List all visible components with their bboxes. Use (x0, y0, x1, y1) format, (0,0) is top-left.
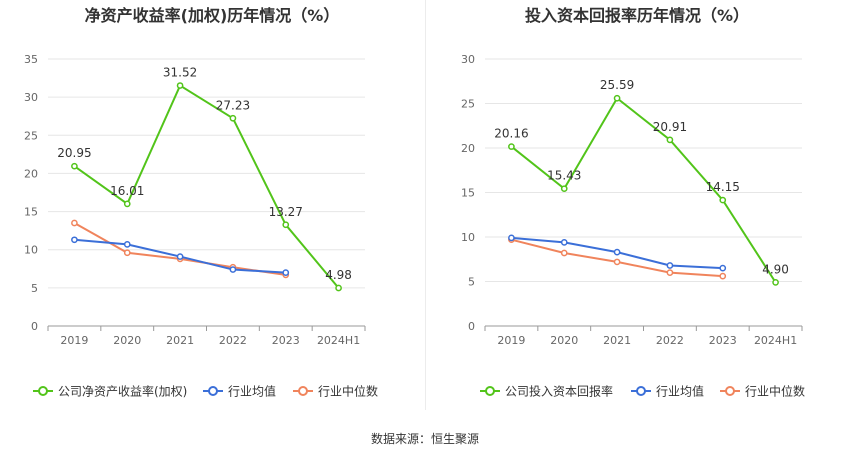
y-tick-label: 5 (468, 276, 475, 289)
legend-marker (485, 386, 495, 396)
roic-chart-panel: 投入资本回报率历年情况（%） 0 5 10 15 20 25 30 2019 2020 2021 20… (425, 0, 850, 410)
data-label: 16.01 (110, 184, 144, 198)
y-tick-label: 20 (24, 167, 38, 180)
y-tick-label: 0 (468, 320, 475, 333)
y-tick-label: 25 (24, 129, 38, 142)
y-tick-label: 0 (31, 320, 38, 333)
data-point (560, 185, 568, 193)
data-point (123, 249, 131, 257)
legend-label: 公司净资产收益率(加权) (58, 384, 187, 399)
data-point (123, 200, 131, 208)
data-point (282, 269, 290, 276)
data-label: 25.59 (600, 78, 634, 92)
roe-chart: 净资产收益率(加权)历年情况（%） 0 5 10 15 20 25 30 35 2019 2020 2… (24, 6, 378, 399)
legend-label: 行业均值 (228, 384, 276, 399)
chart-title: 净资产收益率(加权)历年情况（%） (85, 6, 340, 25)
x-tick-label: 2020 (550, 334, 578, 347)
data-label: 15.43 (547, 169, 581, 183)
data-point (508, 234, 515, 242)
y-tick-label: 35 (24, 53, 38, 66)
legend-item[interactable]: 行业均值 (631, 384, 704, 399)
y-tick-label: 30 (24, 91, 38, 104)
data-point (176, 82, 184, 89)
legend-label: 公司投入资本回报率 (505, 384, 613, 399)
y-tick-label: 25 (461, 98, 475, 111)
data-point (176, 253, 184, 260)
data-point (71, 219, 78, 227)
legend-item[interactable]: 行业均值 (203, 384, 276, 399)
x-tick-label: 2022 (219, 334, 247, 347)
data-point (229, 266, 237, 273)
y-tick-label: 30 (461, 53, 475, 66)
series-line (510, 96, 777, 283)
data-point (666, 262, 674, 269)
data-point (613, 258, 621, 266)
data-source-note: 数据来源：恒生聚源 (370, 432, 479, 446)
data-label: 20.16 (494, 127, 528, 141)
x-tick-label: 2021 (166, 334, 194, 347)
legend-item[interactable]: 行业中位数 (720, 384, 805, 399)
data-point (123, 241, 131, 248)
data-label: 20.91 (653, 120, 687, 134)
legend-label: 行业中位数 (745, 384, 805, 399)
data-point (666, 136, 674, 144)
roe-chart-panel: 净资产收益率(加权)历年情况（%） 0 5 10 15 20 25 30 35 2019 2020 2… (0, 0, 425, 410)
data-point (71, 162, 78, 170)
data-point (719, 264, 727, 272)
data-point (719, 196, 727, 204)
roic-chart: 投入资本回报率历年情况（%） 0 5 10 15 20 25 30 2019 2020 2021 20… (461, 6, 805, 399)
legend-label: 行业中位数 (318, 384, 378, 399)
x-tick-label: 2020 (113, 334, 141, 347)
x-tick-label: 2019 (497, 334, 525, 347)
y-tick-label: 10 (461, 231, 475, 244)
data-point (666, 269, 674, 276)
data-point (772, 279, 779, 286)
legend-marker (636, 386, 646, 396)
legend-marker (38, 386, 48, 396)
series-line (73, 222, 286, 276)
data-point (508, 143, 515, 150)
data-label: 20.95 (57, 146, 91, 160)
data-label: 14.15 (706, 180, 740, 194)
data-point (335, 284, 342, 292)
x-tick-label: 2024H1 (754, 334, 797, 347)
data-label: 13.27 (269, 205, 303, 219)
data-point (613, 94, 621, 102)
legend-item[interactable]: 公司投入资本回报率 (480, 384, 613, 399)
panel-divider (425, 0, 426, 410)
legend-marker (725, 386, 735, 396)
data-point (560, 238, 568, 246)
series-line (511, 238, 723, 278)
data-point (229, 114, 237, 122)
legend-item[interactable]: 公司净资产收益率(加权) (33, 384, 187, 399)
y-tick-label: 5 (31, 282, 38, 295)
data-point (613, 248, 621, 256)
chart-title: 投入资本回报率历年情况（%） (525, 6, 749, 25)
data-label: 4.90 (762, 262, 789, 276)
data-point (560, 249, 568, 257)
data-label: 27.23 (216, 98, 250, 112)
x-tick-label: 2021 (603, 334, 631, 347)
legend-marker (208, 386, 218, 396)
x-tick-label: 2019 (60, 334, 88, 347)
data-point (71, 236, 78, 244)
data-point (719, 272, 727, 280)
x-tick-label: 2022 (656, 334, 684, 347)
x-tick-label: 2024H1 (317, 334, 360, 347)
y-tick-label: 20 (461, 142, 475, 155)
x-tick-label: 2023 (272, 334, 300, 347)
data-label: 31.52 (163, 66, 197, 80)
data-label: 4.98 (325, 268, 352, 282)
series-line (73, 84, 340, 289)
y-tick-label: 15 (461, 187, 475, 200)
y-tick-label: 10 (24, 244, 38, 257)
data-point (282, 221, 290, 229)
legend-item[interactable]: 行业中位数 (293, 384, 378, 399)
x-tick-label: 2023 (709, 334, 737, 347)
legend-label: 行业均值 (656, 384, 704, 399)
legend-marker (298, 386, 308, 396)
y-tick-label: 15 (24, 206, 38, 219)
